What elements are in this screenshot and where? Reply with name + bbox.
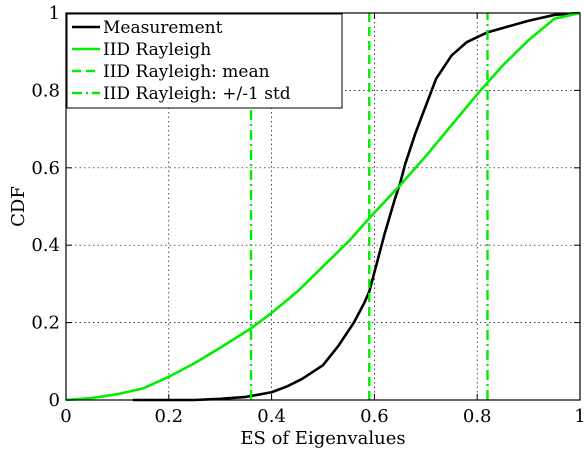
- x-tick-label: 0: [60, 406, 71, 427]
- x-tick-label: 1: [574, 406, 584, 427]
- legend-label: Measurement: [103, 18, 223, 38]
- x-tick-label: 0.8: [463, 406, 492, 427]
- legend-label: IID Rayleigh: [103, 40, 211, 60]
- legend-label: IID Rayleigh: mean: [103, 62, 270, 82]
- y-tick-label: 0: [49, 390, 60, 411]
- series-measurement-line: [132, 11, 581, 402]
- y-tick-label: 0.8: [31, 80, 60, 101]
- legend-label: IID Rayleigh: +/-1 std: [103, 84, 291, 104]
- y-tick-label: 0.2: [31, 313, 60, 334]
- x-tick-label: 0.2: [154, 406, 183, 427]
- x-tick-label: 0.4: [257, 406, 286, 427]
- y-tick-label: 0.4: [31, 235, 60, 256]
- series-iid-rayleigh-line: [65, 11, 581, 402]
- legend-box: [66, 13, 343, 109]
- y-axis-label: CDF: [8, 186, 29, 227]
- plot-frame: [65, 12, 581, 401]
- y-tick-label: 0.6: [31, 158, 60, 179]
- x-tick-label: 0.6: [360, 406, 389, 427]
- y-tick-label: 1: [49, 3, 60, 24]
- x-axis-label: ES of Eigenvalues: [240, 428, 405, 449]
